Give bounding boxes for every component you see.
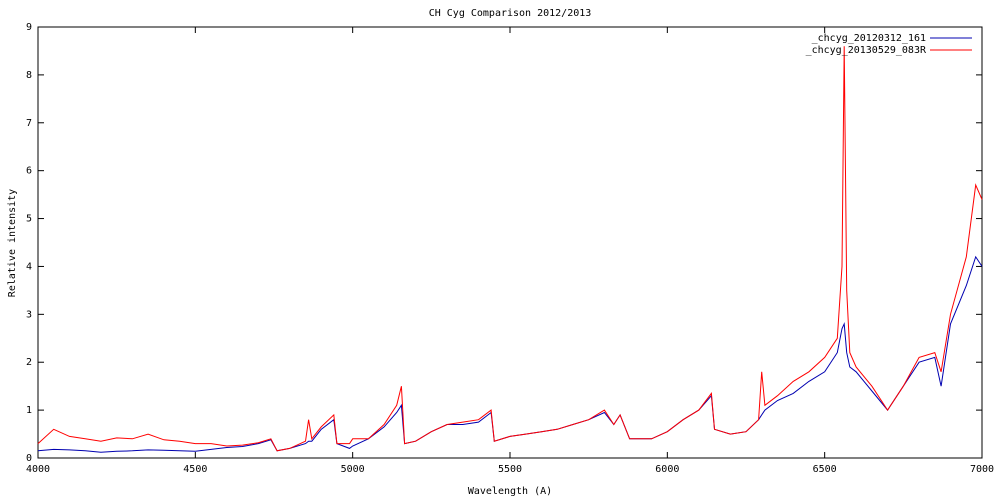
y-tick-label: 9 bbox=[26, 22, 32, 33]
y-tick-label: 0 bbox=[26, 453, 32, 464]
y-tick-label: 3 bbox=[26, 309, 32, 320]
legend-label: _chcyg_20120312_161 bbox=[812, 33, 926, 44]
y-tick-label: 2 bbox=[26, 357, 32, 368]
plot-border bbox=[37, 26, 983, 459]
x-tick-label: 5000 bbox=[341, 464, 365, 475]
y-tick-label: 7 bbox=[26, 118, 32, 129]
series-line bbox=[37, 46, 983, 452]
x-tick-label: 6500 bbox=[813, 464, 837, 475]
legend-label: _chcyg_20130529_083R bbox=[806, 45, 927, 56]
x-tick-label: 6000 bbox=[655, 464, 679, 475]
y-axis-label: Relative intensity bbox=[7, 189, 18, 297]
x-tick-label: 4500 bbox=[183, 464, 207, 475]
x-tick-label: 5500 bbox=[498, 464, 522, 475]
y-tick-label: 4 bbox=[26, 261, 32, 272]
y-tick-label: 6 bbox=[26, 166, 32, 177]
x-axis-label: Wavelength (A) bbox=[468, 486, 552, 497]
y-tick-label: 5 bbox=[26, 214, 32, 225]
x-tick-label: 4000 bbox=[26, 464, 50, 475]
chart-title: CH Cyg Comparison 2012/2013 bbox=[429, 8, 592, 19]
y-tick-label: 8 bbox=[26, 70, 32, 81]
x-tick-label: 7000 bbox=[970, 464, 994, 475]
y-tick-label: 1 bbox=[26, 405, 32, 416]
